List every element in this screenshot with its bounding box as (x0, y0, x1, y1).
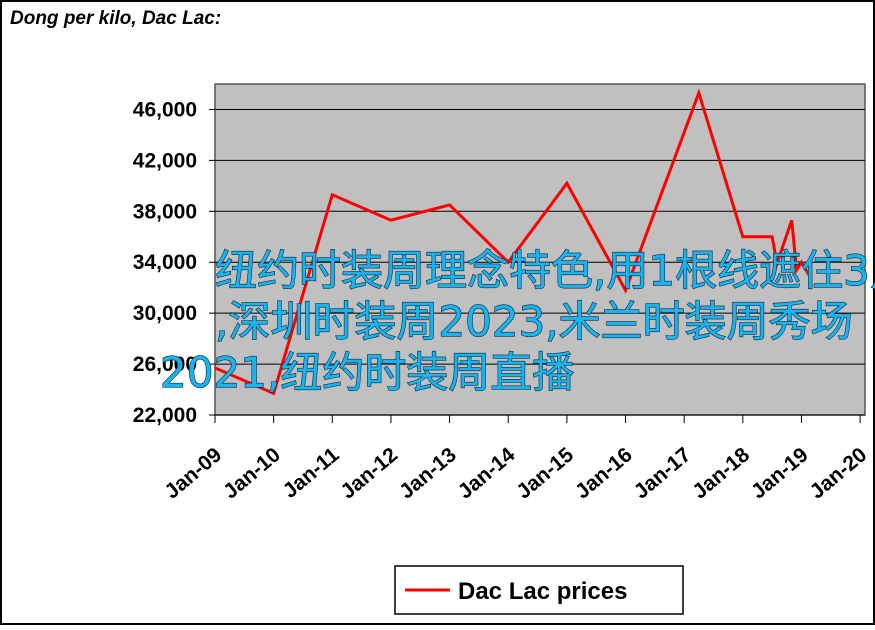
y-tick-label: 26,000 (133, 353, 197, 376)
legend-label: Dac Lac prices (458, 578, 627, 605)
overlay-text: ,深圳时装周2023,米兰时装周秀场 (215, 297, 853, 346)
y-tick-label: 46,000 (133, 98, 197, 121)
y-tick-label: 34,000 (133, 251, 197, 274)
y-tick-label: 30,000 (133, 302, 197, 325)
line-series (214, 88, 813, 396)
plot-area (214, 83, 866, 416)
y-tick-label: 22,000 (133, 404, 197, 427)
overlay-text: 纽约时装周理念特色,用1根线遮住3点 (215, 246, 875, 295)
chart-title: Dong per kilo, Dac Lac: (10, 8, 221, 29)
overlay-text: 2021,纽约时装周直播 (160, 348, 574, 397)
y-tick-label: 38,000 (133, 200, 197, 223)
y-tick-label: 42,000 (133, 149, 197, 172)
